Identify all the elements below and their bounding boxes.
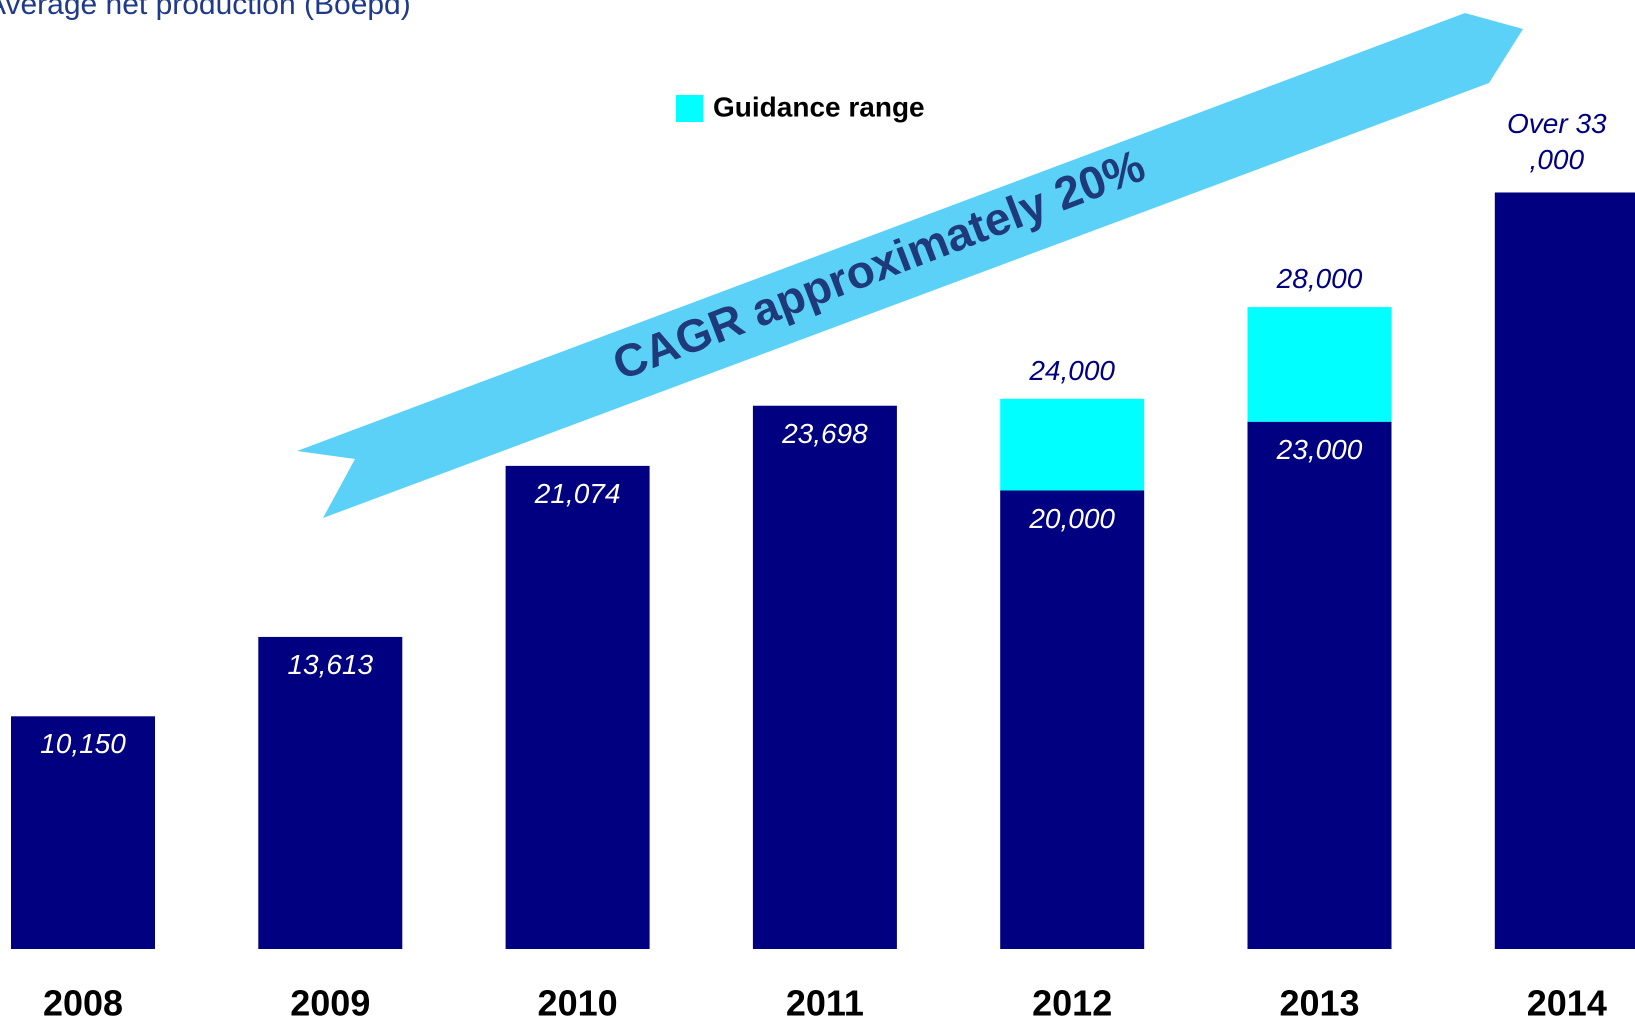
x-tick-label: 2014 (1527, 983, 1607, 1024)
x-tick-label: 2011 (786, 983, 864, 1024)
value-label: Over 33 ,000 (1506, 108, 1607, 176)
value-label: 10,150 (40, 728, 126, 760)
bar (1247, 421, 1392, 950)
value-label: 23,698 (782, 417, 868, 449)
value-label: 23,000 (1276, 433, 1363, 465)
guidance-bar (1000, 398, 1145, 491)
bar (752, 405, 897, 949)
chart-title: Average net production (Boepd) (0, 0, 411, 21)
guidance-bar (1247, 307, 1392, 422)
value-label: 21,074 (534, 477, 621, 509)
legend-label: Guidance range (713, 91, 925, 122)
bar (1000, 490, 1145, 949)
legend-swatch (676, 95, 703, 122)
cagr-banner (297, 13, 1523, 518)
value-label: 13,613 (287, 648, 374, 680)
bar (11, 716, 155, 949)
value-label: 28,000 (1276, 263, 1363, 295)
bar (505, 465, 650, 949)
x-tick-label: 2009 (290, 983, 370, 1024)
bar (1494, 192, 1635, 950)
x-tick-label: 2013 (1279, 983, 1359, 1024)
x-tick-label: 2008 (43, 983, 123, 1024)
bar (258, 636, 403, 949)
value-label: 24,000 (1029, 354, 1115, 386)
value-label: 20,000 (1029, 502, 1115, 534)
x-tick-label: 2012 (1032, 983, 1112, 1024)
x-tick-label: 2010 (538, 983, 618, 1024)
